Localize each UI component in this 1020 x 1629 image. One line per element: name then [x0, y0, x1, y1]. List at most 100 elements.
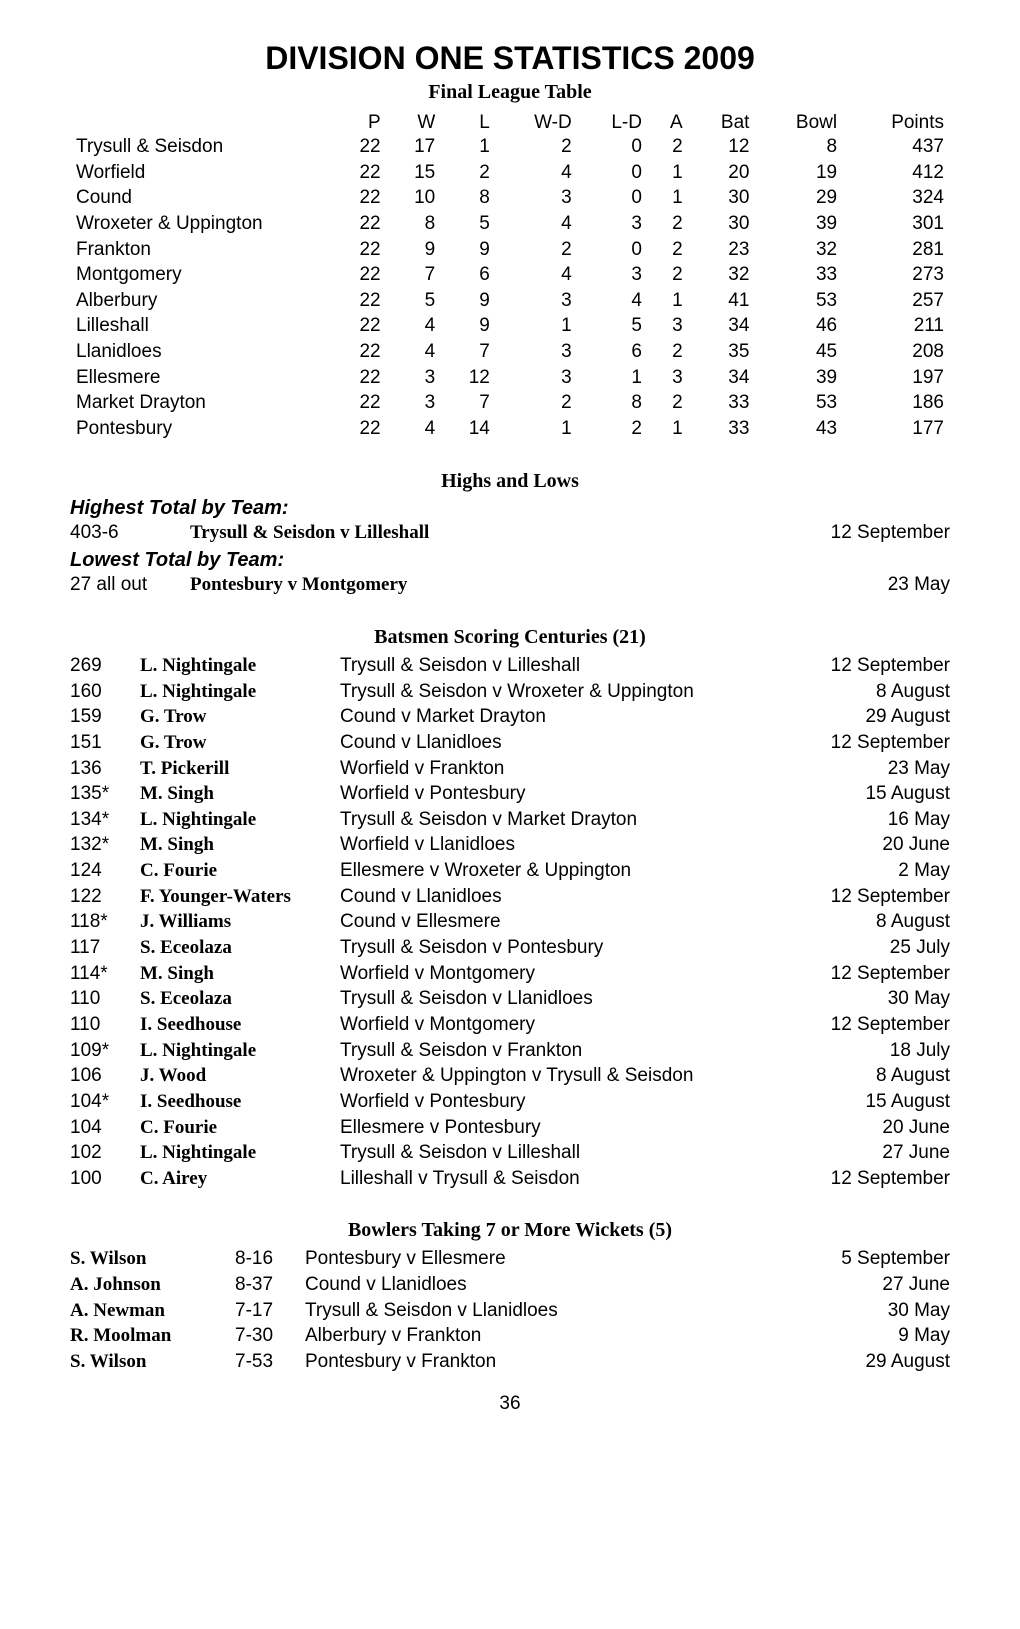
century-match: Worfield v Llanidloes [340, 832, 800, 858]
cell-l: 1 [441, 134, 496, 160]
cell-bowl: 33 [755, 262, 843, 288]
cell-pts: 257 [843, 288, 950, 314]
century-row: 136T. PickerillWorfield v Frankton23 May [70, 756, 950, 782]
cell-bowl: 53 [755, 390, 843, 416]
league-row: Montgomery22764323233273 [70, 262, 950, 288]
century-date: 12 September [800, 1012, 950, 1038]
century-date: 29 August [800, 704, 950, 730]
cell-a: 3 [648, 365, 689, 391]
century-row: 109*L. NightingaleTrysull & Seisdon v Fr… [70, 1038, 950, 1064]
cell-wd: 2 [496, 237, 578, 263]
cell-w: 5 [387, 288, 442, 314]
century-match: Ellesmere v Wroxeter & Uppington [340, 858, 800, 884]
century-row: 110S. EceolazaTrysull & Seisdon v Llanid… [70, 986, 950, 1012]
cell-ld: 3 [578, 211, 648, 237]
cell-p: 22 [332, 339, 387, 365]
lowest-match: Pontesbury v Montgomery [190, 572, 790, 598]
cell-w: 3 [387, 365, 442, 391]
century-match: Worfield v Montgomery [340, 1012, 800, 1038]
bowler-player: S. Wilson [70, 1349, 235, 1375]
century-score: 114* [70, 961, 140, 987]
century-score: 269 [70, 653, 140, 679]
highs-lows-heading: Highs and Lows [70, 470, 950, 493]
bowler-figures: 8-37 [235, 1272, 305, 1298]
bowler-player: A. Newman [70, 1298, 235, 1324]
cell-l: 12 [441, 365, 496, 391]
century-row: 102L. NightingaleTrysull & Seisdon v Lil… [70, 1140, 950, 1166]
century-match: Trysull & Seisdon v Pontesbury [340, 935, 800, 961]
century-date: 8 August [800, 679, 950, 705]
cell-bowl: 46 [755, 313, 843, 339]
team-name: Worfield [70, 160, 332, 186]
bowler-date: 27 June [800, 1272, 950, 1298]
cell-l: 7 [441, 339, 496, 365]
cell-pts: 437 [843, 134, 950, 160]
century-date: 8 August [800, 1063, 950, 1089]
century-date: 20 June [800, 832, 950, 858]
century-player: C. Fourie [140, 1115, 340, 1141]
century-match: Cound v Llanidloes [340, 730, 800, 756]
century-score: 104* [70, 1089, 140, 1115]
century-date: 25 July [800, 935, 950, 961]
cell-a: 2 [648, 262, 689, 288]
col-p: P [332, 112, 387, 134]
century-player: I. Seedhouse [140, 1012, 340, 1038]
cell-p: 22 [332, 288, 387, 314]
century-player: M. Singh [140, 961, 340, 987]
team-name: Ellesmere [70, 365, 332, 391]
century-row: 104C. FourieEllesmere v Pontesbury20 Jun… [70, 1115, 950, 1141]
lowest-date: 23 May [790, 572, 950, 598]
century-date: 2 May [800, 858, 950, 884]
league-row: Ellesmere223123133439197 [70, 365, 950, 391]
lowest-score: 27 all out [70, 572, 190, 598]
col-wd: W-D [496, 112, 578, 134]
century-player: F. Younger-Waters [140, 884, 340, 910]
bowler-match: Trysull & Seisdon v Llanidloes [305, 1298, 800, 1324]
cell-l: 9 [441, 237, 496, 263]
highest-total-label: Highest Total by Team: [70, 497, 950, 520]
century-match: Ellesmere v Pontesbury [340, 1115, 800, 1141]
cell-pts: 211 [843, 313, 950, 339]
team-name: Alberbury [70, 288, 332, 314]
cell-wd: 3 [496, 365, 578, 391]
bowler-row: A. Newman7-17Trysull & Seisdon v Llanidl… [70, 1298, 950, 1324]
century-row: 135*M. SinghWorfield v Pontesbury15 Augu… [70, 781, 950, 807]
cell-bat: 30 [689, 185, 756, 211]
century-score: 124 [70, 858, 140, 884]
cell-bowl: 32 [755, 237, 843, 263]
cell-bowl: 39 [755, 365, 843, 391]
century-date: 12 September [800, 884, 950, 910]
century-date: 8 August [800, 909, 950, 935]
cell-ld: 2 [578, 416, 648, 442]
col-bowl: Bowl [755, 112, 843, 134]
cell-bat: 33 [689, 416, 756, 442]
century-player: I. Seedhouse [140, 1089, 340, 1115]
century-score: 135* [70, 781, 140, 807]
highest-score: 403-6 [70, 520, 190, 546]
century-match: Worfield v Montgomery [340, 961, 800, 987]
bowler-match: Alberbury v Frankton [305, 1323, 800, 1349]
century-score: 151 [70, 730, 140, 756]
lowest-total-label: Lowest Total by Team: [70, 549, 950, 572]
bowler-match: Cound v Llanidloes [305, 1272, 800, 1298]
cell-bat: 35 [689, 339, 756, 365]
century-score: 106 [70, 1063, 140, 1089]
league-row: Alberbury22593414153257 [70, 288, 950, 314]
bowler-figures: 7-53 [235, 1349, 305, 1375]
cell-p: 22 [332, 313, 387, 339]
century-score: 117 [70, 935, 140, 961]
century-date: 12 September [800, 1166, 950, 1192]
century-player: L. Nightingale [140, 1038, 340, 1064]
cell-bat: 20 [689, 160, 756, 186]
cell-wd: 2 [496, 134, 578, 160]
century-date: 23 May [800, 756, 950, 782]
century-score: 102 [70, 1140, 140, 1166]
bowler-player: R. Moolman [70, 1323, 235, 1349]
century-score: 110 [70, 1012, 140, 1038]
cell-wd: 2 [496, 390, 578, 416]
bowler-date: 29 August [800, 1349, 950, 1375]
cell-bowl: 8 [755, 134, 843, 160]
century-date: 18 July [800, 1038, 950, 1064]
cell-l: 9 [441, 313, 496, 339]
league-row: Cound221083013029324 [70, 185, 950, 211]
